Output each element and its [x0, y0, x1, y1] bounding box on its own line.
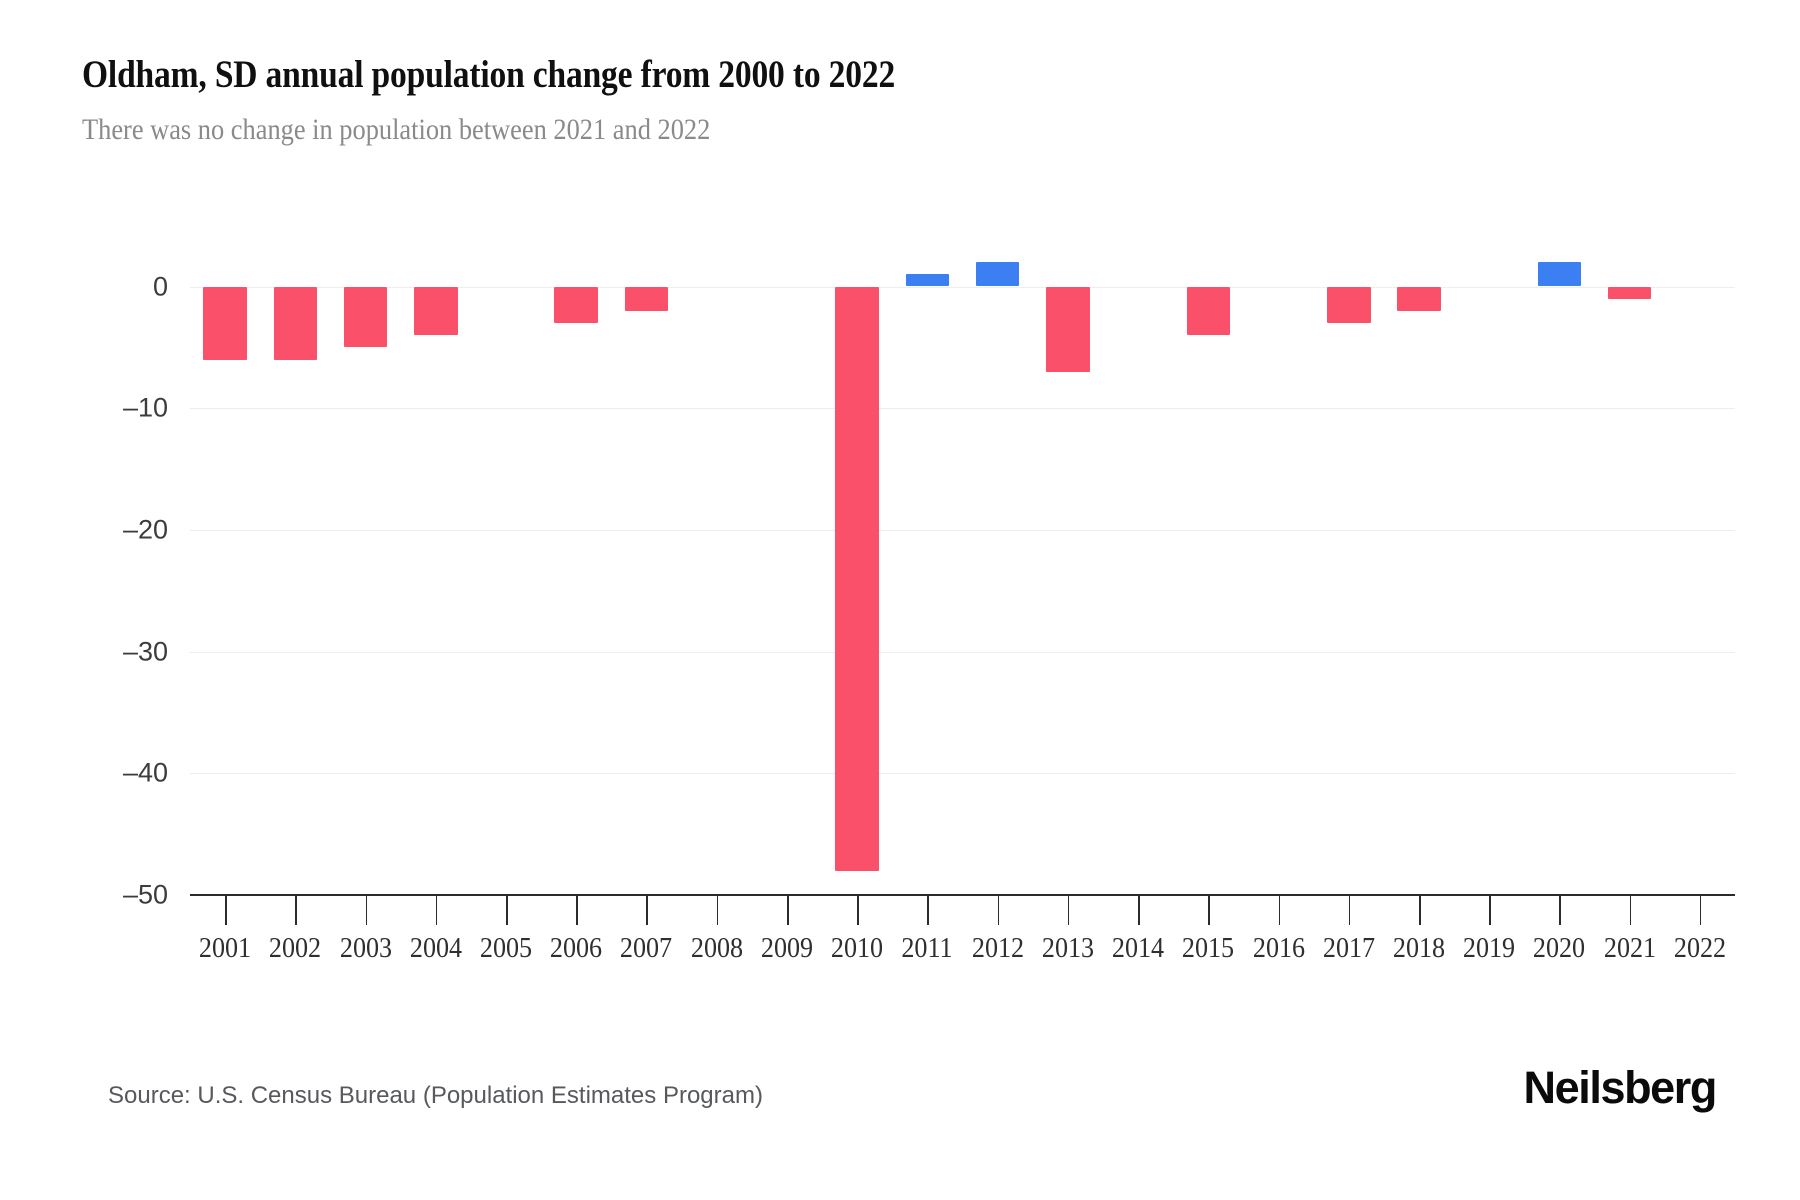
x-axis-line [190, 894, 1735, 896]
bar-2020[interactable] [1537, 262, 1582, 287]
x-axis-tick-label: 2008 [690, 932, 743, 964]
x-axis-tick-label: 2017 [1322, 932, 1375, 964]
bar-series [190, 250, 1735, 895]
x-axis-tick [1208, 896, 1210, 925]
x-axis-tick-label: 2006 [550, 932, 603, 964]
x-axis-tick [927, 896, 929, 925]
x-axis-tick-label: 2010 [831, 932, 884, 964]
bar-2018[interactable] [1397, 286, 1441, 311]
x-axis-tick [646, 896, 649, 925]
y-axis-tick-label: –10 [122, 392, 168, 423]
x-axis-tick [1699, 896, 1702, 925]
bar-2021[interactable] [1607, 286, 1652, 299]
x-axis-tick-label: 2014 [1111, 932, 1165, 964]
x-axis-tick [1138, 896, 1140, 925]
x-axis-tick-label: 2001 [199, 932, 252, 964]
x-axis-tick-label: 2002 [269, 932, 322, 964]
bar-2013[interactable] [1046, 286, 1090, 372]
x-axis-tick [1067, 896, 1070, 925]
x-axis-tick-label: 2009 [760, 932, 814, 964]
bar-2015[interactable] [1186, 286, 1231, 336]
gridline [190, 408, 1735, 410]
bar-2012[interactable] [975, 262, 1020, 287]
x-axis-tick [997, 896, 1000, 925]
x-axis-tick [365, 896, 368, 925]
gridline [190, 651, 1735, 653]
bar-2004[interactable] [414, 286, 458, 336]
x-axis-tick [295, 896, 297, 925]
x-axis-tick [857, 896, 859, 925]
gridline [190, 286, 1735, 288]
bar-2003[interactable] [343, 286, 388, 348]
x-axis-tick-label: 2016 [1252, 932, 1305, 964]
gridline [190, 529, 1735, 531]
x-axis-tick [786, 896, 789, 925]
x-axis-tick [1629, 896, 1632, 925]
source-note: Source: U.S. Census Bureau (Population E… [108, 1082, 763, 1109]
bar-2017[interactable] [1326, 286, 1371, 323]
plot-area [190, 250, 1735, 896]
x-axis-tick-label: 2020 [1533, 932, 1586, 964]
x-axis-tick [716, 896, 719, 925]
page-title: Oldham, SD annual population change from… [82, 53, 896, 96]
x-axis-tick-label: 2015 [1182, 932, 1235, 964]
x-axis-tick-label: 2004 [409, 932, 462, 964]
bar-2002[interactable] [273, 286, 318, 360]
x-axis-tick-label: 2021 [1603, 932, 1656, 964]
x-axis-tick [225, 896, 227, 925]
x-axis-tick [1418, 896, 1421, 925]
x-axis-tick [506, 896, 508, 925]
x-axis-tick [1278, 896, 1281, 925]
x-axis-tick [1489, 896, 1491, 925]
bar-2006[interactable] [554, 286, 598, 323]
y-axis-tick-label: –20 [122, 514, 168, 545]
x-axis-tick-label: 2003 [339, 932, 392, 964]
y-axis-tick-label: 0 [152, 271, 168, 301]
y-axis-tick-label: –50 [122, 879, 168, 910]
bar-2010[interactable] [835, 286, 879, 871]
x-axis-tick-label: 2022 [1673, 932, 1726, 964]
x-axis-labels: 2001 2002 2003 2004 2005 2006 2007 2008 2009 2010… [190, 932, 1735, 976]
x-axis-tick [1348, 896, 1351, 925]
x-axis-tick-label: 2011 [901, 932, 953, 964]
x-axis-ticks [190, 896, 1735, 926]
x-axis-tick [1559, 896, 1562, 925]
x-axis-tick [435, 896, 438, 925]
chart-header: Oldham, SD annual population change from… [82, 52, 1682, 147]
x-axis-tick-label: 2019 [1463, 932, 1516, 964]
y-axis-labels: 0 –10 –20 –30 –40 –50 [0, 250, 190, 910]
x-axis-tick-label: 2013 [1041, 932, 1094, 964]
y-axis-tick-label: –40 [122, 757, 168, 788]
bar-2007[interactable] [624, 286, 669, 311]
x-axis-tick-label: 2018 [1392, 932, 1446, 964]
x-axis-tick [576, 896, 578, 925]
chart-subtitle: There was no change in population betwee… [82, 113, 711, 146]
x-axis-tick-label: 2012 [971, 932, 1024, 964]
x-axis-tick-label: 2005 [479, 932, 533, 964]
bar-2011[interactable] [905, 274, 950, 287]
brand-logo: Neilsberg [1523, 1062, 1718, 1113]
x-axis-tick-label: 2007 [620, 932, 673, 964]
y-axis-tick-label: –30 [122, 636, 168, 667]
bar-2001[interactable] [203, 286, 247, 360]
gridline [190, 773, 1735, 775]
